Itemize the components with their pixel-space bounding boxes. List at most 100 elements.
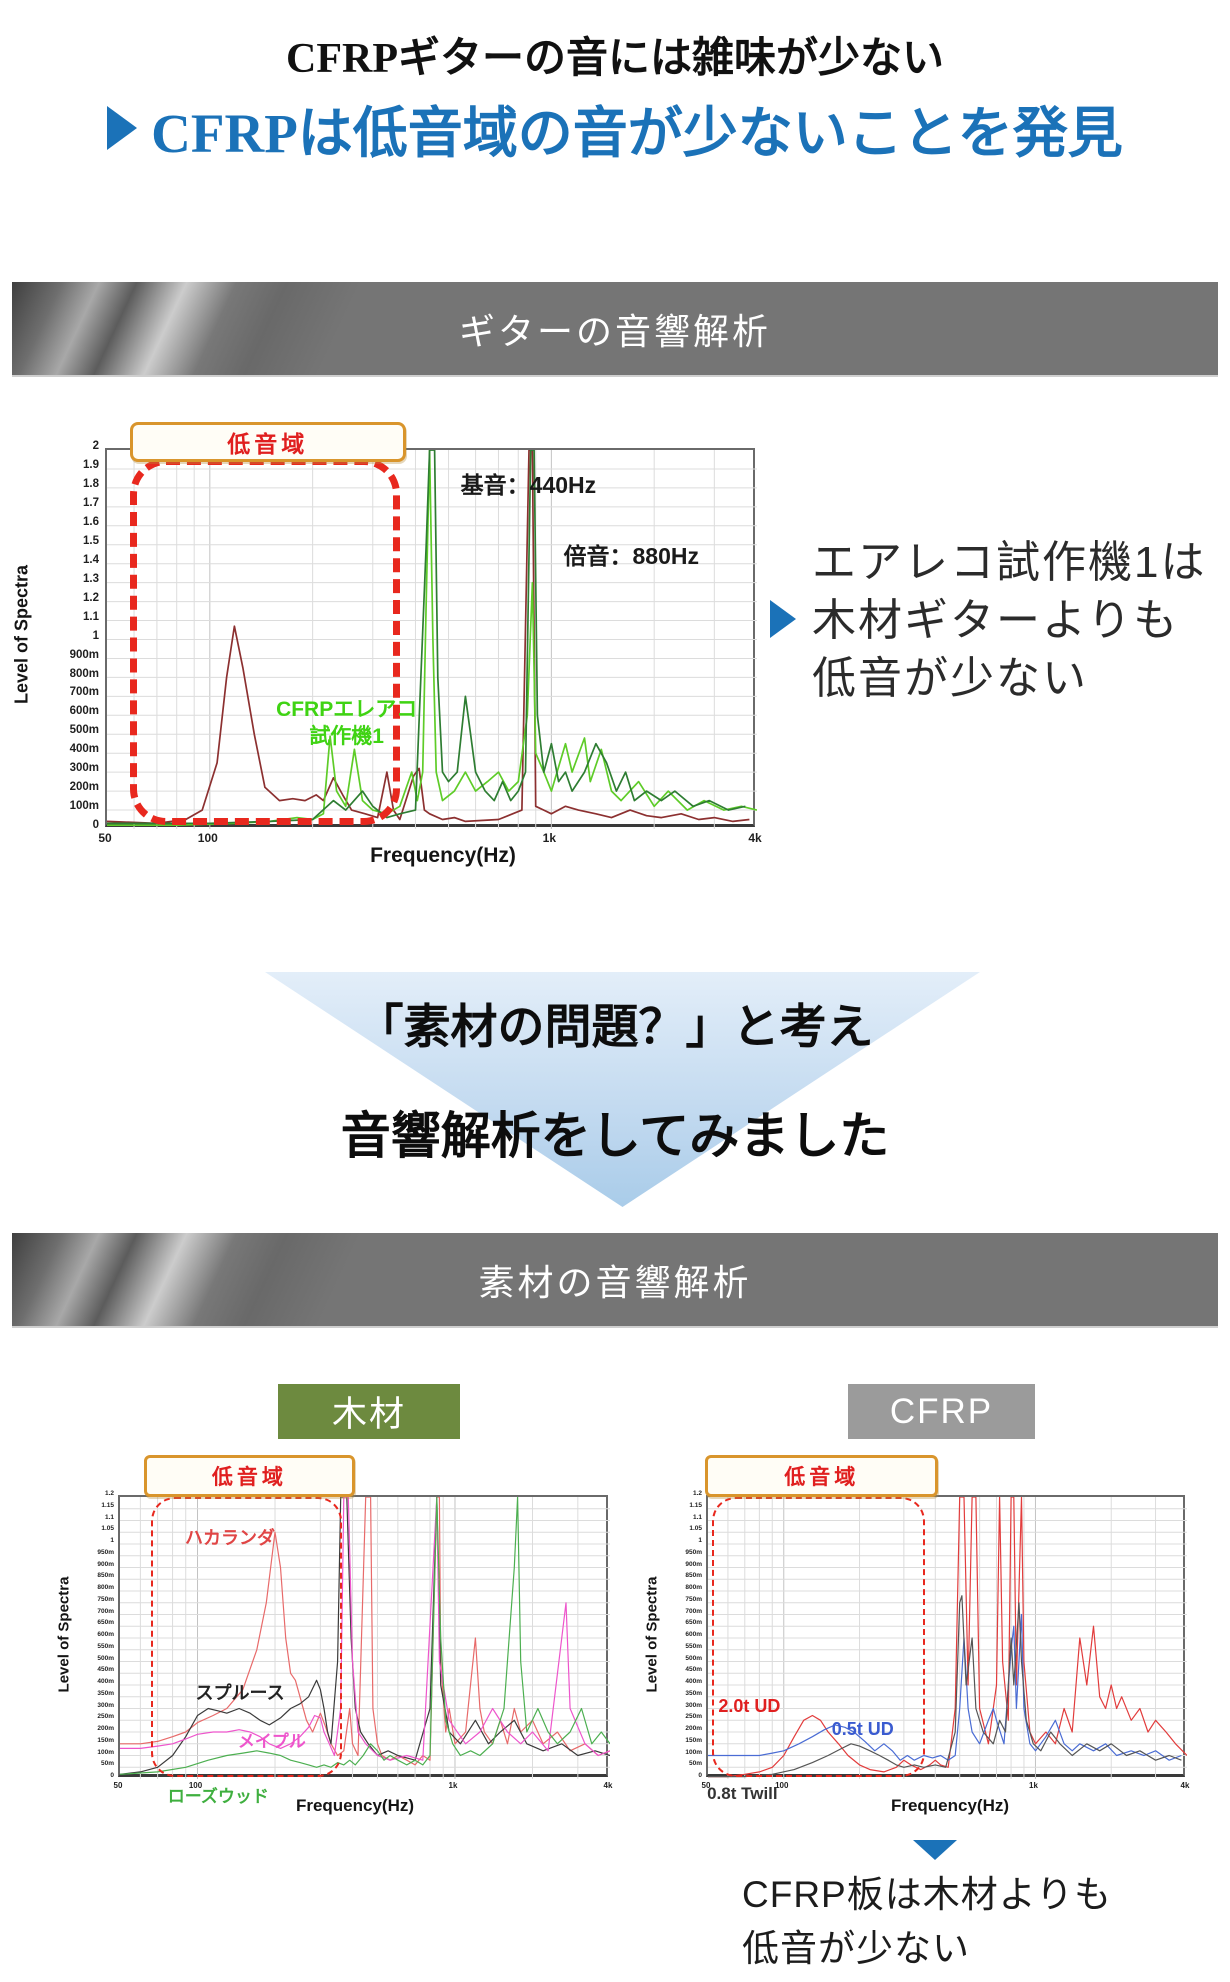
ytick-label: 1 — [698, 1537, 702, 1545]
ytick-label: 600m — [69, 705, 99, 718]
ytick-label: 100m — [685, 1748, 702, 1756]
ytick-label: 1.1 — [83, 610, 99, 623]
ytick-label: 650m — [97, 1619, 114, 1627]
ytick-label: 1.2 — [692, 1490, 702, 1498]
ytick-label: 850m — [685, 1572, 702, 1580]
ytick-label: 600m — [685, 1631, 702, 1639]
lowband-dashed-region — [712, 1497, 926, 1777]
chart-annotation: 基音：440Hz — [460, 472, 597, 499]
cfrp-conclusion-line: 低音が少ない — [742, 1928, 970, 1969]
ytick-label: 1.9 — [83, 459, 99, 472]
x-axis-title: Frequency(Hz) — [295, 1796, 415, 1815]
ytick-label: 1.1 — [104, 1513, 114, 1521]
xtick-label: 4k — [603, 1781, 613, 1790]
xtick-label: 50 — [98, 831, 112, 845]
ytick-label: 0 — [698, 1772, 702, 1780]
ytick-label: 700m — [97, 1607, 114, 1615]
wood-materials-spectrum-plot — [118, 1495, 611, 1779]
ytick-label: 150m — [685, 1736, 702, 1744]
cfrp-plates-spectrum-plot — [706, 1495, 1188, 1779]
section-banner-guitar: ギターの音響解析 — [12, 282, 1218, 377]
x-axis-title: Frequency(Hz) — [890, 1796, 1010, 1815]
triangle-down-icon — [913, 1840, 957, 1860]
ytick-label: 100m — [97, 1748, 114, 1756]
guitar-finding-line: 低音が少ない — [812, 654, 1088, 703]
ytick-label: 900m — [69, 648, 99, 661]
ytick-label: 1.1 — [692, 1513, 702, 1521]
ytick-label: 1.4 — [83, 553, 99, 566]
x-axis-title: Frequency(Hz) — [370, 844, 516, 867]
ytick-label: 1 — [92, 629, 99, 642]
section-banner-material-label: 素材の音響解析 — [478, 1261, 752, 1303]
ytick-label: 650m — [685, 1619, 702, 1627]
ytick-label: 800m — [97, 1584, 114, 1592]
headline-text: CFRPは低音域の音が少ないことを発見 — [151, 103, 1123, 164]
wood-material-badge: 木材 — [278, 1384, 460, 1439]
ytick-label: 1.7 — [83, 496, 99, 509]
lowband-label-box: 低音域 — [143, 1455, 356, 1497]
xtick-label: 100 — [775, 1781, 789, 1790]
ytick-label: 1.5 — [83, 534, 99, 547]
cfrp-plates-spectrum-svg — [708, 1496, 1188, 1779]
ytick-label: 600m — [97, 1631, 114, 1639]
chart-annotation: メイプル — [237, 1731, 306, 1751]
wood-material-badge-label: 木材 — [331, 1395, 406, 1434]
lowband-dashed-region — [129, 458, 400, 825]
ytick-label: 1.05 — [689, 1525, 702, 1533]
ytick-label: 550m — [685, 1642, 702, 1650]
xtick-label: 100 — [197, 831, 218, 845]
ytick-label: 2 — [92, 440, 99, 453]
y-axis-title: Level of Spectra — [55, 1576, 73, 1692]
guitar-finding-note: エアレコ試作機1は 木材ギターよりも 低音が少ない — [812, 534, 1206, 708]
cfrp-conclusion-note: CFRP板は木材よりも 低音が少ない — [742, 1868, 1112, 1976]
lowband-dashed-region — [150, 1497, 343, 1777]
y-axis-title: Level of Spectra — [643, 1576, 661, 1692]
ytick-label: 1.05 — [101, 1525, 114, 1533]
cfrp-material-badge-label: CFRP — [889, 1391, 994, 1431]
ytick-label: 1.2 — [83, 591, 99, 604]
chart-annotation: スプルース — [195, 1683, 285, 1704]
ytick-label: 1.6 — [83, 515, 99, 528]
ytick-label: 1.2 — [104, 1490, 114, 1498]
ytick-label: 50m — [100, 1760, 114, 1768]
ytick-label: 1.15 — [689, 1501, 702, 1509]
series-ハカランダ — [120, 1496, 611, 1766]
ytick-label: 100m — [69, 800, 99, 813]
ytick-label: 250m — [685, 1713, 702, 1721]
series-0.5t UD — [708, 1613, 1182, 1761]
wood-materials-spectrum-svg — [119, 1496, 611, 1779]
chart-annotation: 2.0t UD — [718, 1695, 781, 1716]
xtick-label: 4k — [748, 831, 762, 845]
ytick-label: 0 — [92, 819, 99, 832]
ytick-label: 350m — [97, 1689, 114, 1697]
series-木材ギター — [106, 449, 750, 825]
ytick-label: 800m — [69, 667, 99, 680]
ytick-label: 1.15 — [101, 1501, 114, 1509]
ytick-label: 700m — [69, 686, 99, 699]
ytick-label: 400m — [685, 1678, 702, 1686]
ytick-label: 900m — [97, 1560, 114, 1568]
ytick-label: 1.3 — [83, 572, 99, 585]
ytick-label: 150m — [97, 1736, 114, 1744]
chart-annotation: 0.8t Twill — [707, 1784, 778, 1804]
triangle-right-icon — [107, 106, 138, 150]
ytick-label: 500m — [97, 1654, 114, 1662]
guitar-spectrum-plot — [105, 448, 758, 829]
xtick-label: 100 — [188, 1781, 203, 1790]
section-banner-guitar-label: ギターの音響解析 — [458, 310, 771, 352]
ytick-label: 950m — [97, 1548, 114, 1556]
chart-annotation: ハカランダ — [184, 1528, 275, 1549]
transition-text-line2: 音響解析をしてみました — [340, 1108, 890, 1164]
cfrp-material-badge: CFRP — [848, 1384, 1035, 1439]
page-subtitle: CFRPギターの音には雑味が少ない — [286, 36, 944, 82]
transition-text-line1: 「素材の問題？」と考え — [356, 1002, 874, 1054]
chart-annotation: 試作機1 — [309, 724, 384, 748]
xtick-label: 1k — [542, 831, 557, 845]
ytick-label: 450m — [685, 1666, 702, 1674]
ytick-label: 300m — [69, 762, 99, 775]
ytick-label: 200m — [69, 781, 99, 794]
ytick-label: 300m — [685, 1701, 702, 1709]
ytick-label: 200m — [685, 1725, 702, 1733]
chart-annotation: 0.5t UD — [831, 1719, 894, 1740]
ytick-label: 850m — [97, 1572, 114, 1580]
